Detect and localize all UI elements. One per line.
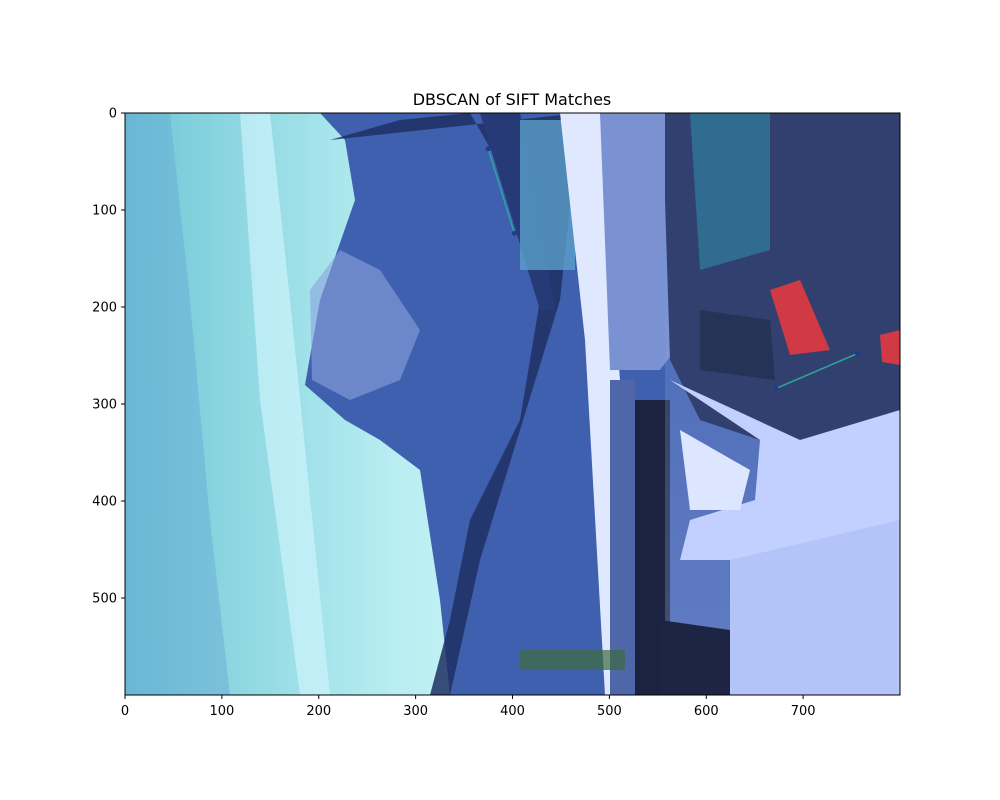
y-tick-label: 0 xyxy=(109,107,117,122)
y-tick-label: 400 xyxy=(92,495,117,510)
keypoint-2 xyxy=(773,385,779,391)
x-tick-label: 300 xyxy=(403,704,428,719)
keypoint-3 xyxy=(854,351,860,357)
x-tick-label: 400 xyxy=(500,704,525,719)
y-tick-label: 100 xyxy=(92,204,117,219)
keypoint-1 xyxy=(511,230,517,236)
x-tick-label: 0 xyxy=(121,704,129,719)
keypoint-0 xyxy=(485,146,491,152)
x-tick-label: 600 xyxy=(694,704,719,719)
x-tick-label: 200 xyxy=(306,704,331,719)
match-line-0 xyxy=(487,148,516,234)
y-tick-label: 300 xyxy=(92,398,117,413)
y-tick-label: 200 xyxy=(92,301,117,316)
y-axis: 0 100 200 300 400 500 xyxy=(92,107,125,607)
x-tick-label: 100 xyxy=(209,704,234,719)
x-tick-label: 700 xyxy=(791,704,816,719)
y-tick-label: 500 xyxy=(92,592,117,607)
chart-title: DBSCAN of SIFT Matches xyxy=(413,90,612,109)
x-tick-label: 500 xyxy=(597,704,622,719)
match-line-1 xyxy=(775,352,858,390)
plot-marks xyxy=(485,146,860,391)
background-photo xyxy=(125,113,900,695)
x-axis: 0 100 200 300 400 500 600 700 xyxy=(121,695,816,719)
